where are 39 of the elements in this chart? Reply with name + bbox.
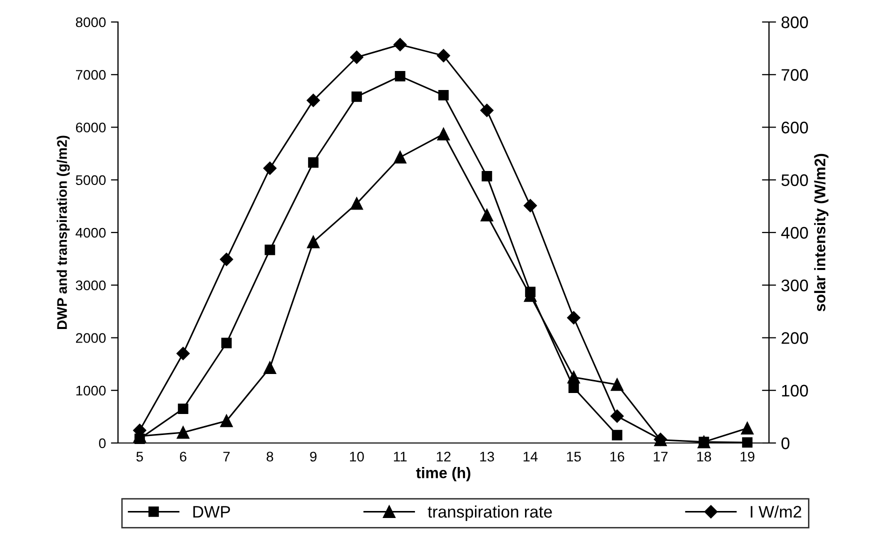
y-tick-label: 0 — [99, 438, 106, 448]
y2-tick-label: 800 — [782, 16, 808, 28]
legend-label: DWP — [193, 506, 230, 518]
x-tick-label: 17 — [654, 452, 668, 462]
y-tick-label: 6000 — [76, 122, 106, 132]
y-tick-label: 5000 — [76, 175, 106, 186]
x-tick-label: 13 — [480, 452, 494, 462]
y-tick-label: 4000 — [76, 228, 106, 238]
x-tick-label: 8 — [266, 452, 274, 462]
x-tick-label: 9 — [310, 452, 317, 462]
x-axis-title: time (h) — [416, 467, 470, 482]
y2-tick-label: 700 — [782, 69, 808, 81]
y-tick-label: 2000 — [76, 333, 106, 343]
x-tick-label: 10 — [350, 452, 364, 462]
x-tick-label: 11 — [394, 452, 407, 462]
x-tick-label: 15 — [567, 452, 581, 462]
legend-label: I W/m2 — [750, 505, 802, 518]
y2-tick-label: 500 — [781, 174, 808, 186]
x-tick-label: 6 — [180, 452, 186, 462]
y-axis-title: DWP and transpiration (g/m2) — [56, 136, 70, 330]
y2-tick-label: 300 — [781, 280, 808, 292]
y-tick-label: 8000 — [76, 17, 106, 28]
y2-tick-label: 200 — [782, 332, 808, 344]
y2-tick-label: 600 — [782, 122, 808, 134]
x-tick-label: 5 — [136, 452, 143, 462]
y2-tick-label: 0 — [781, 437, 790, 450]
y2-axis-title: solar intensity (W/m2) — [814, 154, 828, 312]
x-tick-label: 7 — [223, 452, 230, 462]
y-tick-label: 7000 — [76, 70, 106, 80]
x-tick-label: 19 — [740, 452, 754, 462]
x-tick-label: 12 — [436, 452, 451, 462]
y2-tick-label: 100 — [782, 384, 808, 397]
y-tick-label: 1000 — [76, 386, 106, 396]
legend-label: transpiration rate — [428, 505, 552, 521]
y-tick-label: 3000 — [76, 280, 106, 290]
x-tick-label: 14 — [524, 452, 538, 462]
x-tick-label: 18 — [697, 452, 712, 462]
x-tick-label: 16 — [610, 452, 624, 462]
y2-tick-label: 400 — [781, 226, 808, 239]
